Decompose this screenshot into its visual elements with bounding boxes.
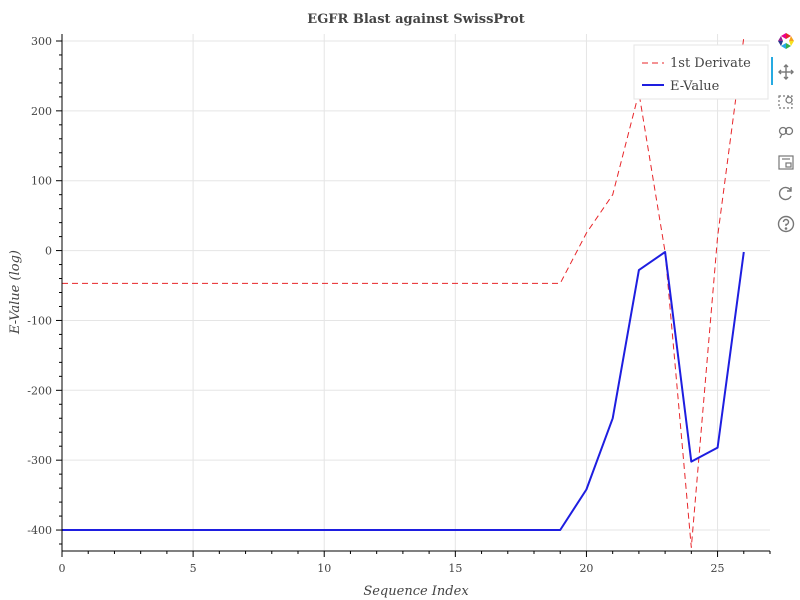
- x-tick-label: 15: [448, 562, 462, 575]
- reset-icon[interactable]: [776, 183, 796, 203]
- x-tick-label: 20: [579, 562, 593, 575]
- series-line-e-value: [62, 251, 745, 531]
- y-tick-label: -300: [27, 454, 52, 467]
- series-line-1st-derivate: [62, 37, 745, 548]
- y-axis-label: E-Value (log): [8, 250, 23, 335]
- plot-area[interactable]: [62, 34, 770, 551]
- y-tick-label: 300: [31, 35, 52, 48]
- x-tick-label: 5: [190, 562, 197, 575]
- x-tick-label: 10: [317, 562, 331, 575]
- y-tick-label: -200: [27, 384, 52, 397]
- y-ticks: 300 200 100 0 -100 -200 -300 -400: [27, 35, 62, 545]
- x-tick-label: 25: [711, 562, 725, 575]
- chart-title: EGFR Blast against SwissProt: [307, 12, 524, 27]
- box-zoom-icon[interactable]: [776, 92, 796, 112]
- legend-label-e-value: E-Value: [670, 79, 720, 94]
- pan-icon[interactable]: [776, 62, 796, 82]
- x-axis-label: Sequence Index: [363, 584, 469, 599]
- legend-label-1st-derivate: 1st Derivate: [670, 56, 751, 71]
- series-layer: [62, 37, 745, 548]
- x-tick-label: 0: [59, 562, 66, 575]
- y-tick-label: 200: [31, 105, 52, 118]
- y-tick-label: 100: [31, 175, 52, 188]
- active-tool-indicator: [771, 57, 773, 85]
- legend-box: [633, 44, 769, 100]
- help-icon[interactable]: [776, 214, 796, 234]
- x-ticks: 0 5 10 15 20 25: [59, 551, 771, 575]
- legend: 1st Derivate E-Value: [633, 44, 769, 100]
- lasso-select-icon[interactable]: [776, 152, 796, 172]
- y-tick-label: -400: [27, 524, 52, 537]
- y-tick-label: 0: [45, 245, 52, 258]
- y-tick-label: -100: [27, 314, 52, 327]
- wheel-zoom-icon[interactable]: [776, 122, 796, 142]
- bokeh-logo-icon[interactable]: [776, 31, 796, 51]
